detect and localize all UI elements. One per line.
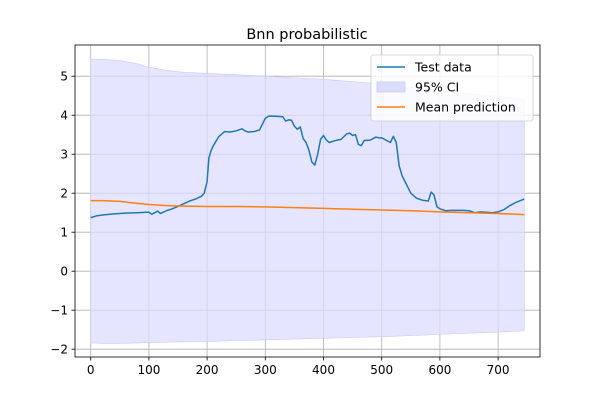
y-tick-label: 5 (60, 70, 68, 84)
test-data-line (90, 115, 525, 219)
y-tick-label: −1 (50, 304, 68, 318)
x-tick-label: 300 (254, 363, 277, 377)
y-tick-label: 0 (60, 265, 68, 279)
y-tick-label: −2 (50, 343, 68, 357)
x-tick-label: 500 (370, 363, 393, 377)
legend-swatch-ci (376, 81, 406, 93)
legend-label: Test data (414, 60, 472, 75)
y-tick-label: 3 (60, 148, 68, 162)
y-tick-label: 2 (60, 187, 68, 201)
mean-prediction-line (90, 199, 525, 216)
series-line-layer (90, 115, 525, 219)
plot-frame (74, 44, 541, 358)
x-tick-label: 700 (487, 363, 510, 377)
x-tick-label: 400 (312, 363, 335, 377)
legend-box (370, 54, 534, 122)
axis-ticks: 0 100 200 300 400 500 600 700 −2 −1 0 1 2 3 4 5 (50, 70, 509, 378)
ci-band-layer (90, 58, 525, 344)
x-tick-label: 600 (428, 363, 451, 377)
y-tick-label: 4 (60, 109, 68, 123)
x-tick-label: 200 (196, 363, 219, 377)
legend-label: Mean prediction (415, 100, 516, 115)
y-tick-label: 1 (60, 226, 68, 240)
legend-label: 95% CI (415, 80, 459, 95)
x-tick-label: 100 (137, 363, 160, 377)
x-tick-label: 0 (87, 363, 95, 377)
chart-title: Bnn probabilistic (246, 27, 367, 43)
legend: Test data 95% CI Mean prediction (370, 54, 534, 122)
ci-band (90, 58, 525, 344)
